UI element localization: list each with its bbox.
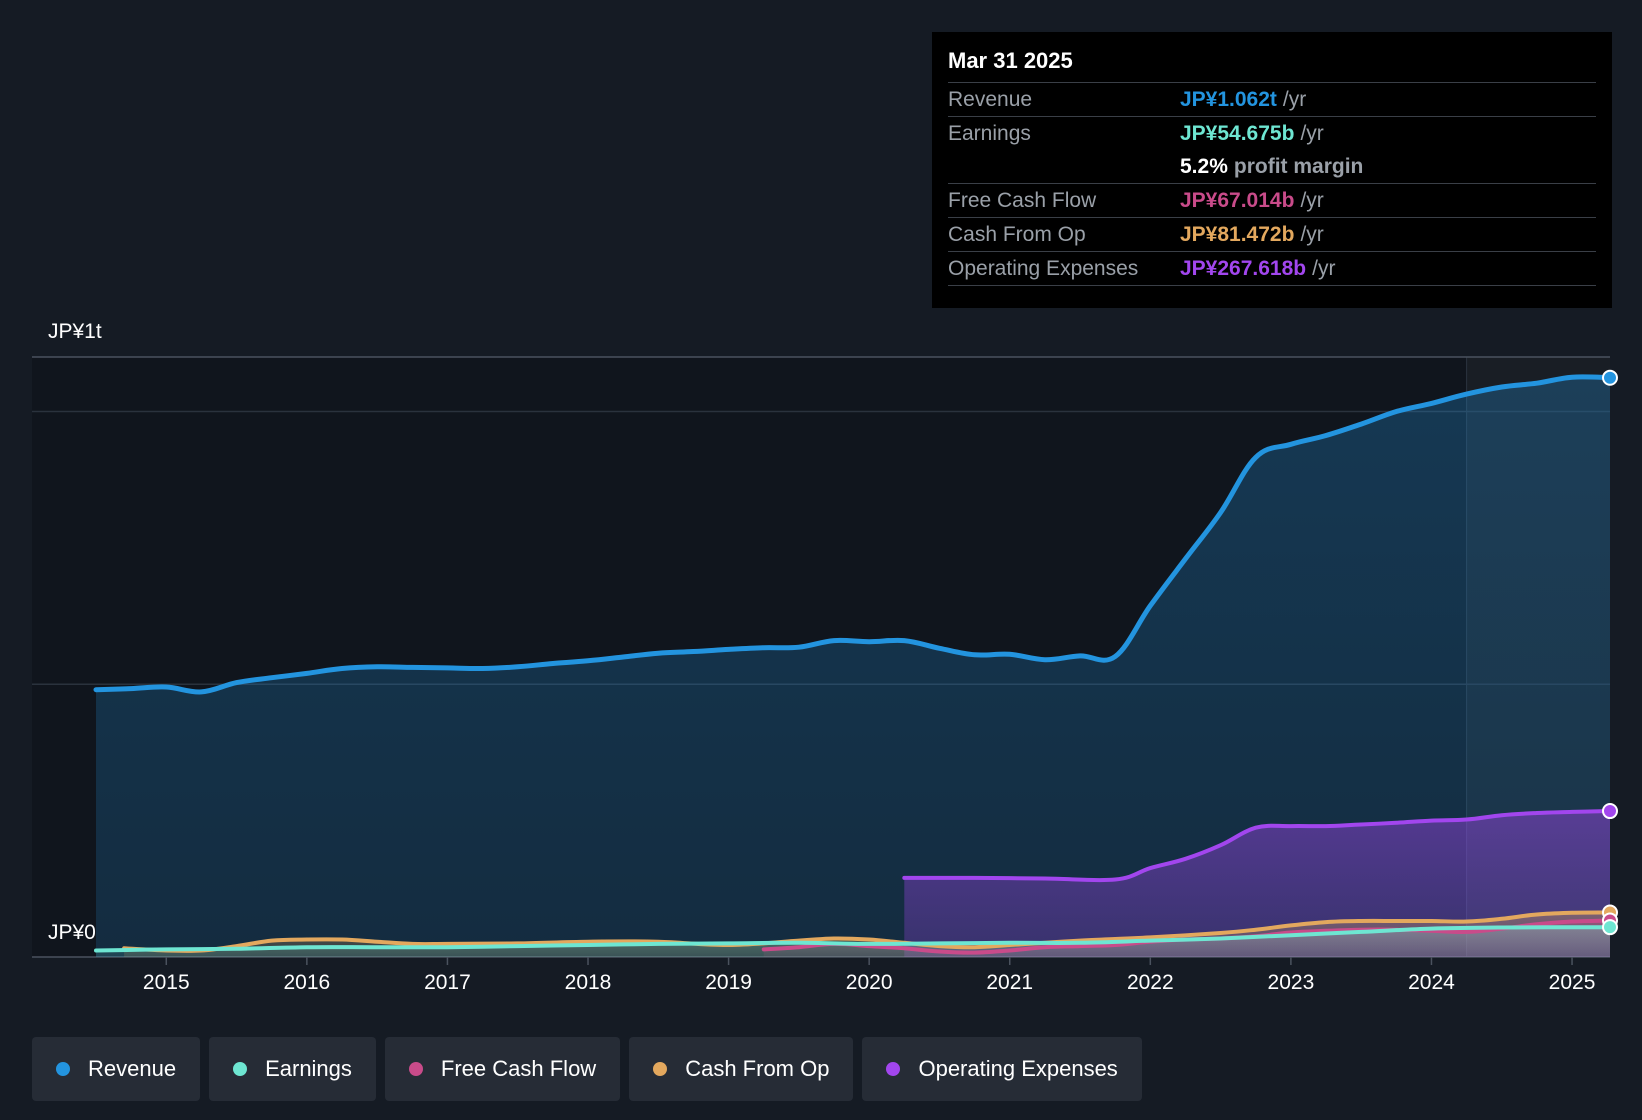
tooltip-label: Earnings	[948, 121, 1031, 145]
legend-label: Earnings	[265, 1056, 352, 1081]
legend: Revenue Earnings Free Cash Flow Cash Fro…	[32, 1037, 1151, 1101]
tooltip-value: JP¥54.675b	[1180, 121, 1295, 145]
line-cfo	[122, 910, 1612, 953]
tooltip-row-earnings: Earnings JP¥54.675b /yr	[948, 116, 1596, 150]
y-axis-top-label: JP¥1t	[48, 320, 102, 343]
tooltip-margin-value: 5.2%	[1180, 154, 1228, 178]
x-tick-label: 2016	[284, 971, 331, 994]
legend-item-revenue[interactable]: Revenue	[32, 1037, 201, 1101]
tooltip-label: Free Cash Flow	[948, 188, 1097, 212]
marker-opex	[1602, 803, 1618, 820]
legend-label: Revenue	[88, 1056, 177, 1081]
tooltip-unit: /yr	[1282, 87, 1307, 111]
legend-dot-icon	[886, 1062, 901, 1076]
tooltip-value: JP¥81.472b	[1180, 222, 1295, 246]
tooltip-unit: /yr	[1300, 222, 1324, 246]
legend-label: Free Cash Flow	[440, 1056, 597, 1081]
legend-dot-icon	[56, 1062, 70, 1076]
tooltip-unit: /yr	[1312, 256, 1336, 280]
tooltip-row-revenue: Revenue JP¥1.062t /yr	[948, 82, 1596, 116]
tooltip-unit: /yr	[1300, 121, 1324, 145]
x-tick-label: 2019	[705, 971, 752, 994]
legend-dot-icon	[408, 1062, 423, 1076]
marker-revenue	[1602, 369, 1618, 386]
marker-earnings	[1602, 919, 1618, 936]
end-markers	[1602, 369, 1618, 936]
legend-label: Cash From Op	[685, 1056, 830, 1081]
tooltip-panel: Mar 31 2025 Revenue JP¥1.062t /yr Earnin…	[932, 32, 1612, 308]
tooltip-value: JP¥1.062t	[1180, 87, 1277, 111]
legend-label: Operating Expenses	[918, 1056, 1118, 1081]
tooltip-value: JP¥67.014b	[1180, 188, 1295, 212]
x-axis: 2015 2016 2017 2018 2019 2020 2021 2022 2023 2024…	[143, 957, 1595, 994]
x-tick-label: 2023	[1268, 971, 1315, 994]
tooltip-row-cfo: Cash From Op JP¥81.472b /yr	[948, 217, 1596, 251]
tooltip-value: JP¥267.618b	[1180, 256, 1307, 280]
area-earnings	[96, 927, 1610, 957]
tooltip-margin-text: profit margin	[1233, 154, 1364, 178]
tooltip-label: Cash From Op	[948, 222, 1086, 246]
legend-item-opex[interactable]: Operating Expenses	[862, 1037, 1142, 1101]
area-revenue	[96, 376, 1610, 958]
line-revenue	[93, 374, 1613, 695]
x-tick-label: 2017	[424, 971, 471, 994]
tooltip-row-margin: 5.2% profit margin	[948, 150, 1596, 183]
tooltip-label: Revenue	[948, 87, 1033, 111]
legend-item-fcf[interactable]: Free Cash Flow	[384, 1037, 621, 1101]
legend-dot-icon	[653, 1062, 668, 1076]
tooltip-unit: /yr	[1300, 188, 1324, 212]
series-lines	[93, 374, 1613, 955]
x-tick-label: 2015	[143, 971, 190, 994]
x-tick-label: 2018	[565, 971, 612, 994]
legend-item-earnings[interactable]: Earnings	[209, 1037, 376, 1101]
tooltip-label: Operating Expenses	[948, 256, 1139, 280]
x-tick-label: 2020	[846, 971, 893, 994]
line-earnings	[94, 925, 1612, 953]
tooltip-row-fcf: Free Cash Flow JP¥67.014b /yr	[948, 183, 1596, 217]
legend-dot-icon	[233, 1062, 248, 1076]
tooltip-date: Mar 31 2025	[948, 48, 1073, 73]
x-tick-label: 2021	[986, 971, 1033, 994]
x-tick-label: 2022	[1127, 971, 1174, 994]
line-opex	[902, 809, 1612, 883]
y-axis-bottom-label: JP¥0	[48, 921, 96, 944]
x-tick-label: 2025	[1549, 971, 1596, 994]
legend-item-cfo[interactable]: Cash From Op	[629, 1037, 854, 1101]
tooltip-row-opex: Operating Expenses JP¥267.618b /yr	[948, 251, 1596, 286]
x-tick-label: 2024	[1408, 971, 1455, 994]
